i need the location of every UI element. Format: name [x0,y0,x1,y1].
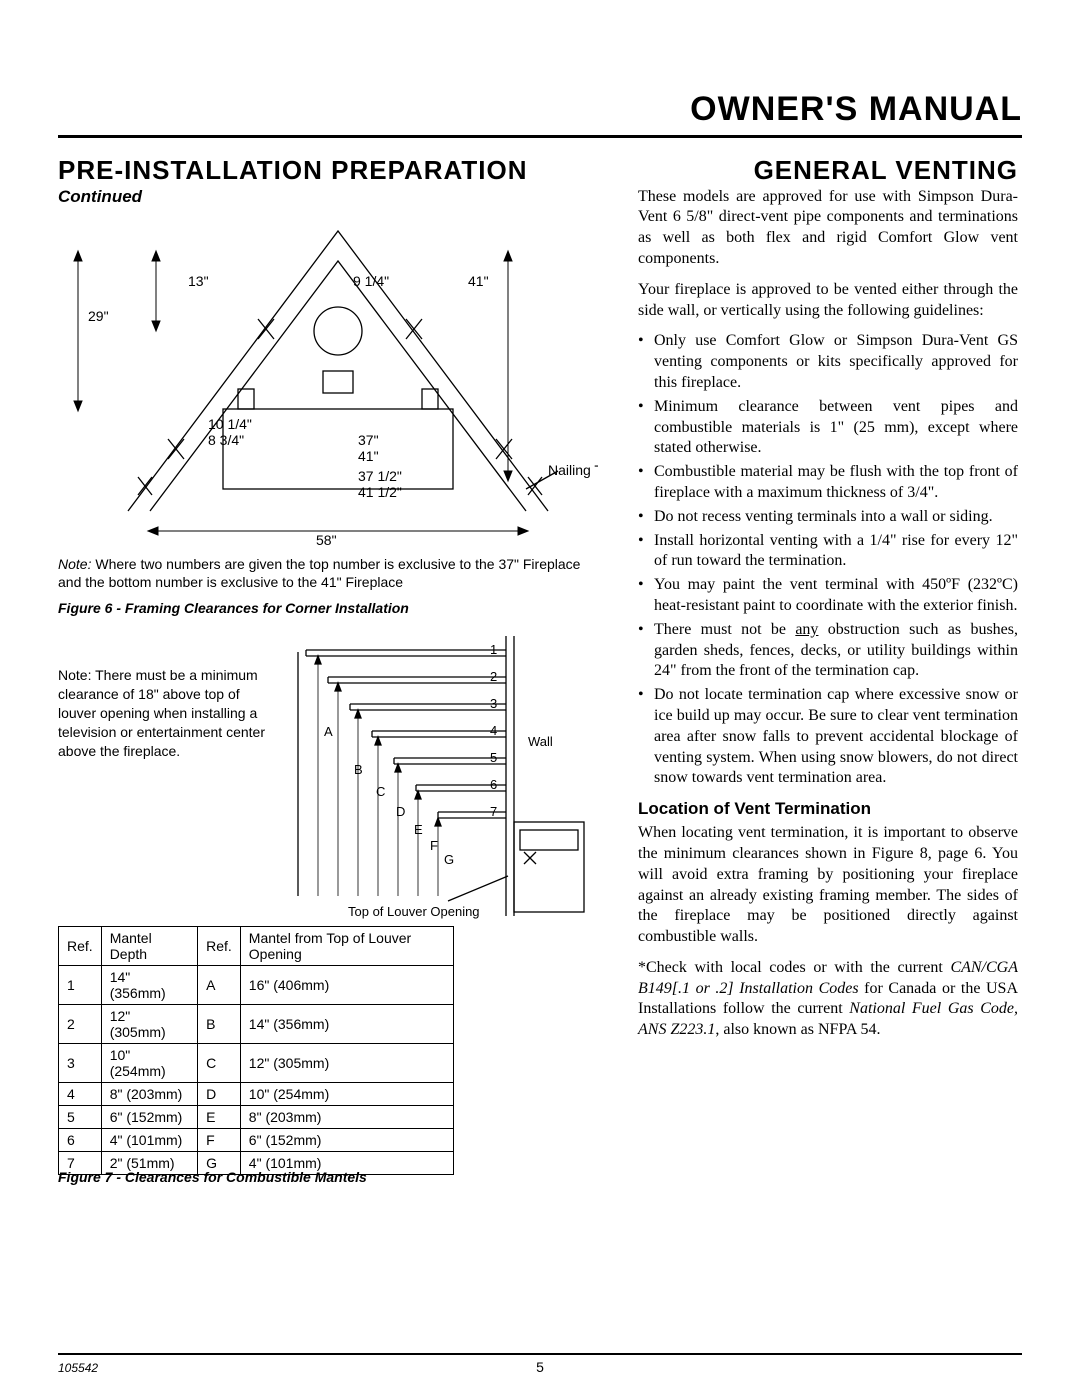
p4-post: , also known as NFPA 54. [715,1021,880,1038]
lA: A [324,724,333,739]
guideline-item: Install horizontal venting with a 1/4" r… [638,531,1018,573]
table-row: 64" (101mm)F6" (152mm) [59,1129,454,1152]
dim-9-14: 9 1/4" [353,273,389,289]
r6: 6 [490,777,497,792]
table-cell: 6" (152mm) [101,1106,197,1129]
dim-29: 29" [88,308,109,324]
table-cell: 14" (356mm) [101,966,197,1005]
p4-pre: *Check with local codes or with the curr… [638,959,950,976]
r3: 3 [490,696,497,711]
table-row: 212" (305mm)B14" (356mm) [59,1005,454,1044]
guideline-item: Do not recess venting terminals into a w… [638,507,1018,528]
figure-7-caption: Figure 7 - Clearances for Combustible Ma… [58,1169,367,1185]
table-cell: D [198,1083,241,1106]
r4: 4 [490,723,497,738]
dim-41: 41" [468,273,489,289]
location-para-2: *Check with local codes or with the curr… [638,958,1018,1041]
right-column: GENERAL VENTING These models are approve… [638,156,1018,1156]
guideline-item: Do not locate termination cap where exce… [638,685,1018,789]
nailing-tabs-label: Nailing Tabs [548,462,598,478]
th-ref2: Ref. [198,927,241,966]
note-label: Note: [58,556,91,572]
guideline-item: Only use Comfort Glow or Simpson Dura-Ve… [638,331,1018,393]
wall-label: Wall [528,734,553,749]
location-subhead: Location of Vent Termination [638,799,1018,819]
th-fromtop: Mantel from Top of Louver Opening [240,927,453,966]
table-cell: E [198,1106,241,1129]
table-row: 310" (254mm)C12" (305mm) [59,1044,454,1083]
table-cell: C [198,1044,241,1083]
note-text: Where two numbers are given the top numb… [58,556,580,591]
table-row: 48" (203mm)D10" (254mm) [59,1083,454,1106]
general-venting-heading: GENERAL VENTING [638,156,1018,185]
figure-6-caption: Figure 6 - Framing Clearances for Corner… [58,600,598,616]
guideline-item: There must not be any obstruction such a… [638,620,1018,682]
figure-7-note: Note: There must be a minimum clearance … [58,666,268,760]
table-cell: 10" (254mm) [240,1083,453,1106]
figure-7-diagram: Wall 1 2 3 4 5 6 7 A B C D E F G [268,636,608,916]
page-header-title: OWNER'S MANUAL [58,90,1022,138]
dim-58: 58" [316,532,337,548]
continued-label: Continued [58,187,598,207]
table-cell: A [198,966,241,1005]
dim-37-12: 37 1/2" [358,468,402,484]
dim-41-12: 41 1/2" [358,484,402,500]
table-cell: 12" (305mm) [101,1005,197,1044]
table-cell: 6" (152mm) [240,1129,453,1152]
venting-para-1: These models are approved for use with S… [638,187,1018,270]
table-cell: 5 [59,1106,102,1129]
guideline-item: Combustible material may be flush with t… [638,462,1018,504]
lE: E [414,822,423,837]
th-depth: Mantel Depth [101,927,197,966]
table-cell: 4 [59,1083,102,1106]
fig7-note-label: Note: [58,667,91,683]
guideline-item: Minimum clearance between vent pipes and… [638,397,1018,459]
figure-6-diagram: 29" 13" 9 1/4" 41" 10 1/4" 8 3/4" 37" 41… [58,211,598,551]
underlined-word: any [795,621,818,638]
table-cell: 16" (406mm) [240,966,453,1005]
table-row: 114" (356mm)A16" (406mm) [59,966,454,1005]
figure-6-note: Note: Where two numbers are given the to… [58,555,598,593]
table-cell: 12" (305mm) [240,1044,453,1083]
lB: B [354,762,363,777]
table-cell: 8" (203mm) [240,1106,453,1129]
footer-rule [58,1353,1022,1355]
table-cell: 1 [59,966,102,1005]
th-ref1: Ref. [59,927,102,966]
table-row: 56" (152mm)E8" (203mm) [59,1106,454,1129]
left-column: PRE-INSTALLATION PREPARATION Continued [58,156,598,1156]
table-cell: 6 [59,1129,102,1152]
dim-10-14: 10 1/4" [208,416,252,432]
dim-41b: 41" [358,448,379,464]
page-number: 5 [0,1359,1080,1375]
table-cell: 3 [59,1044,102,1083]
dim-8-34: 8 3/4" [208,432,244,448]
table-cell: F [198,1129,241,1152]
table-cell: 2 [59,1005,102,1044]
venting-para-2: Your fireplace is approved to be vented … [638,280,1018,322]
table-cell: 14" (356mm) [240,1005,453,1044]
r2: 2 [490,669,497,684]
r5: 5 [490,750,497,765]
lC: C [376,784,385,799]
dim-13: 13" [188,273,209,289]
table-cell: 4" (101mm) [101,1129,197,1152]
guidelines-list: Only use Comfort Glow or Simpson Dura-Ve… [638,331,1018,789]
preinstall-heading: PRE-INSTALLATION PREPARATION [58,156,598,185]
dim-37: 37" [358,432,379,448]
lG: G [444,852,454,867]
lD: D [396,804,405,819]
table-cell: 8" (203mm) [101,1083,197,1106]
location-para-1: When locating vent termination, it is im… [638,823,1018,948]
figure-7-area: Note: There must be a minimum clearance … [58,636,598,1156]
table-cell: B [198,1005,241,1044]
table-cell: 10" (254mm) [101,1044,197,1083]
r7: 7 [490,804,497,819]
r1: 1 [490,642,497,657]
mantel-clearance-table: Ref. Mantel Depth Ref. Mantel from Top o… [58,926,454,1175]
guideline-item: You may paint the vent terminal with 450… [638,575,1018,617]
louver-opening-label: Top of Louver Opening [348,904,480,919]
lF: F [430,838,438,853]
